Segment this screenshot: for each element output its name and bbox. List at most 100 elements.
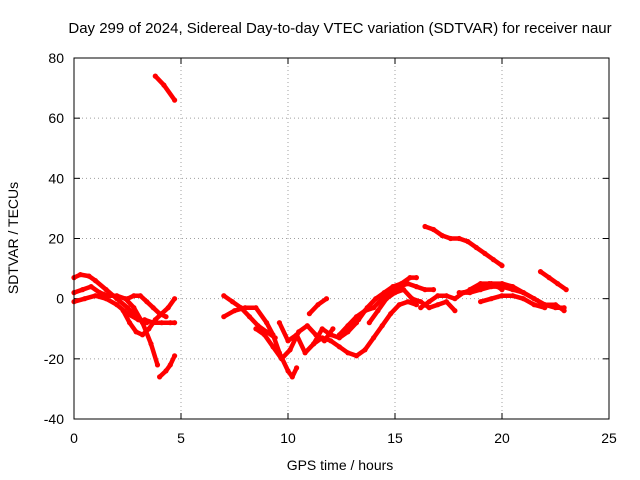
data-point	[311, 341, 317, 347]
data-point	[157, 311, 163, 317]
plot-series	[71, 73, 569, 380]
data-point	[163, 368, 169, 374]
data-point	[499, 293, 505, 299]
data-point	[148, 341, 154, 347]
data-point	[131, 305, 137, 311]
data-point	[379, 323, 385, 329]
data-point	[328, 332, 334, 338]
data-point	[443, 293, 449, 299]
data-point	[383, 296, 389, 302]
data-point	[114, 302, 120, 308]
data-point	[371, 305, 377, 311]
data-point	[154, 362, 161, 368]
series-track-09	[221, 305, 299, 380]
data-point	[229, 299, 235, 305]
data-point	[478, 287, 484, 293]
data-point	[330, 326, 336, 332]
data-point	[221, 293, 227, 299]
data-point	[142, 317, 148, 323]
data-point	[561, 308, 567, 314]
data-point	[172, 320, 178, 326]
data-point	[306, 311, 312, 317]
data-point	[452, 308, 458, 314]
data-point	[488, 281, 494, 287]
data-point	[413, 275, 419, 281]
data-point	[253, 326, 259, 332]
data-point	[371, 335, 377, 341]
data-point	[430, 226, 437, 233]
data-point	[172, 353, 178, 359]
data-point	[131, 293, 137, 299]
data-point	[272, 335, 278, 341]
data-point	[366, 320, 372, 326]
data-point	[167, 320, 173, 326]
data-point	[137, 293, 143, 299]
data-point	[77, 272, 83, 278]
data-point	[401, 287, 407, 293]
data-point	[165, 305, 171, 311]
y-tick-label: 20	[48, 231, 64, 247]
data-point	[302, 350, 308, 356]
data-point	[238, 305, 244, 311]
data-point	[97, 290, 103, 296]
data-point	[405, 299, 411, 305]
data-point	[510, 284, 516, 290]
data-point	[555, 281, 561, 287]
data-point	[159, 320, 165, 326]
data-point	[124, 296, 131, 302]
data-point	[120, 308, 126, 314]
data-point	[261, 332, 268, 338]
data-point	[144, 299, 150, 305]
data-point	[323, 296, 330, 302]
y-tick-label: 40	[48, 170, 64, 186]
data-point	[563, 287, 569, 293]
x-axis-label: GPS time / hours	[287, 457, 394, 473]
data-point	[413, 302, 419, 308]
data-point	[430, 287, 437, 293]
data-point	[409, 296, 415, 302]
data-point	[336, 332, 342, 338]
x-tick-label: 10	[280, 430, 296, 446]
series-track-23	[538, 269, 569, 292]
x-tick-label: 15	[387, 430, 403, 446]
data-point	[319, 326, 325, 332]
x-tick-label: 0	[70, 430, 78, 446]
data-point	[150, 305, 156, 311]
data-point	[82, 296, 88, 302]
data-point	[520, 290, 527, 296]
plot-frame	[73, 57, 610, 420]
data-point	[542, 305, 548, 311]
data-point	[467, 287, 473, 293]
data-point	[276, 320, 282, 326]
grid-lines	[74, 58, 609, 419]
y-tick-labels: -40 -20 0 20 40 60 80	[44, 50, 64, 427]
data-point	[353, 353, 360, 359]
data-point	[362, 347, 368, 353]
data-point	[92, 293, 98, 299]
data-point	[392, 290, 398, 296]
data-point	[488, 296, 494, 302]
data-point	[88, 284, 94, 290]
data-point	[127, 320, 133, 326]
data-point	[167, 362, 173, 368]
series-track-01	[153, 73, 177, 103]
data-point	[345, 329, 351, 335]
data-point	[452, 296, 458, 302]
y-tick-label: -20	[44, 351, 64, 367]
data-point	[150, 320, 156, 326]
data-point	[304, 323, 310, 329]
data-point	[294, 365, 300, 371]
data-point	[418, 305, 424, 311]
data-point	[531, 302, 537, 308]
data-point	[531, 296, 537, 302]
data-point	[456, 290, 462, 296]
y-tick-label: 80	[48, 50, 64, 66]
data-point	[345, 323, 351, 329]
data-point	[253, 305, 259, 311]
data-point	[422, 287, 428, 293]
series-track-08	[157, 353, 177, 380]
data-point	[345, 350, 351, 356]
data-point	[381, 290, 387, 296]
data-point	[473, 244, 479, 251]
